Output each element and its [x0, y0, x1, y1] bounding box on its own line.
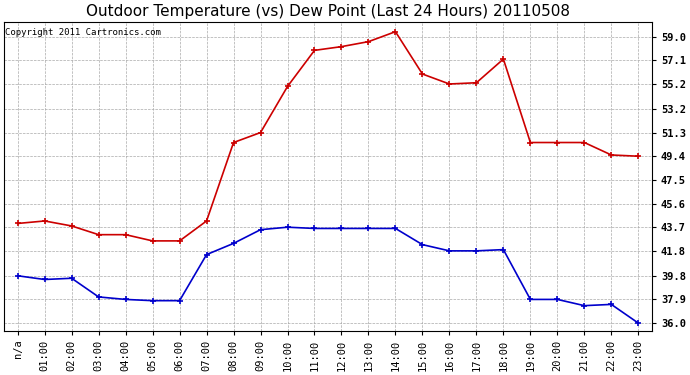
Title: Outdoor Temperature (vs) Dew Point (Last 24 Hours) 20110508: Outdoor Temperature (vs) Dew Point (Last… — [86, 4, 570, 19]
Text: Copyright 2011 Cartronics.com: Copyright 2011 Cartronics.com — [6, 28, 161, 37]
